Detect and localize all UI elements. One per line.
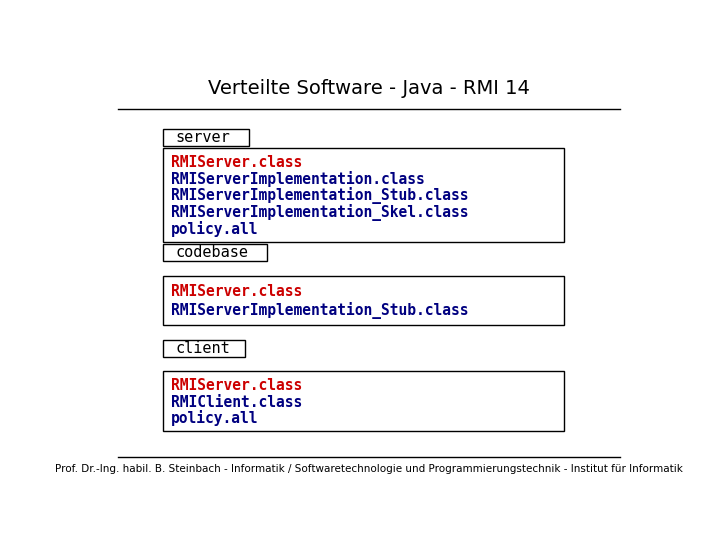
Text: Verteilte Software - Java - RMI 14: Verteilte Software - Java - RMI 14 [208, 79, 530, 98]
Text: client: client [176, 341, 230, 356]
Text: policy.all: policy.all [171, 410, 258, 427]
Text: RMIServerImplementation.class: RMIServerImplementation.class [171, 171, 425, 187]
Text: RMIServerImplementation_Stub.class: RMIServerImplementation_Stub.class [171, 187, 469, 204]
Text: server: server [176, 130, 230, 145]
Text: RMIServer.class: RMIServer.class [171, 155, 302, 170]
Text: RMIServer.class: RMIServer.class [171, 284, 302, 299]
FancyBboxPatch shape [163, 340, 245, 357]
Text: codebase: codebase [176, 245, 248, 260]
Text: Prof. Dr.-Ing. habil. B. Steinbach - Informatik / Softwaretechnologie und Progra: Prof. Dr.-Ing. habil. B. Steinbach - Inf… [55, 464, 683, 474]
Text: RMIServer.class: RMIServer.class [171, 378, 302, 393]
FancyBboxPatch shape [163, 148, 564, 241]
Text: RMIServerImplementation_Stub.class: RMIServerImplementation_Stub.class [171, 302, 469, 319]
FancyBboxPatch shape [163, 129, 249, 146]
Text: policy.all: policy.all [171, 221, 258, 237]
FancyBboxPatch shape [163, 275, 564, 325]
FancyBboxPatch shape [163, 371, 564, 431]
Text: RMIClient.class: RMIClient.class [171, 395, 302, 409]
Text: RMIServerImplementation_Skel.class: RMIServerImplementation_Skel.class [171, 204, 469, 221]
FancyBboxPatch shape [163, 245, 267, 261]
